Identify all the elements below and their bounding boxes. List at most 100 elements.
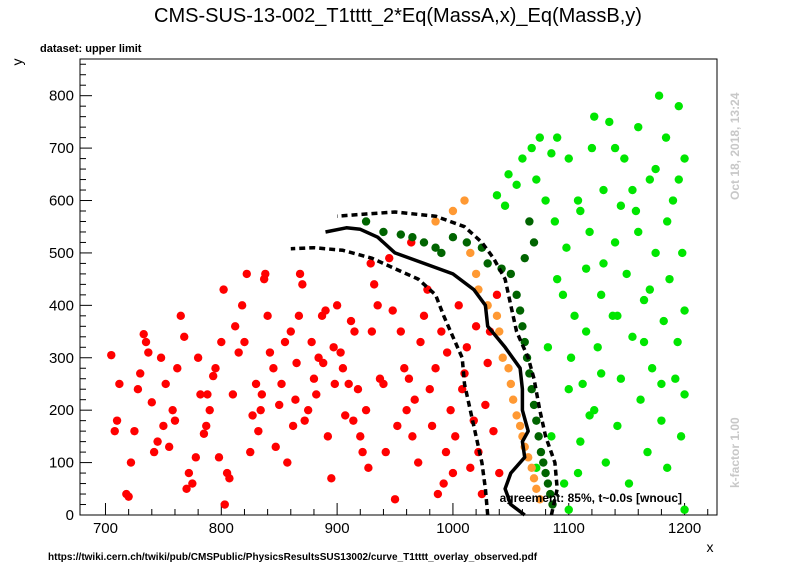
point-excluded xyxy=(495,468,504,478)
point-allowed-disagree xyxy=(419,238,429,247)
point-allowed xyxy=(628,185,637,195)
point-excluded xyxy=(338,364,348,373)
point-excluded xyxy=(402,405,411,415)
point-allowed xyxy=(570,311,579,321)
point-allowed-disagree xyxy=(506,269,516,279)
point-excluded xyxy=(191,453,201,462)
point-excluded xyxy=(346,316,356,326)
point-allowed xyxy=(581,327,591,336)
point-excluded xyxy=(170,416,180,425)
point-excluded xyxy=(124,492,133,501)
point-excluded xyxy=(271,442,280,452)
point-excluded-disagree xyxy=(506,379,516,389)
point-excluded xyxy=(130,426,139,436)
point-excluded xyxy=(373,301,382,310)
point-allowed xyxy=(559,479,569,488)
point-excluded xyxy=(228,390,238,399)
timestamp-text: Oct 18, 2018, 13:24 xyxy=(728,92,742,200)
x-tick-label: 1100 xyxy=(553,520,585,537)
point-excluded xyxy=(312,390,321,399)
point-allowed-disagree xyxy=(520,253,529,263)
point-allowed xyxy=(558,290,568,300)
point-allowed xyxy=(671,374,680,383)
chart-subtitle: dataset: upper limit xyxy=(40,43,142,55)
point-excluded xyxy=(141,337,151,347)
point-excluded xyxy=(203,390,212,399)
point-excluded xyxy=(136,369,145,378)
point-excluded xyxy=(211,364,220,373)
point-allowed xyxy=(566,353,576,362)
point-excluded xyxy=(349,416,358,425)
point-allowed-disagree xyxy=(525,217,534,226)
point-excluded xyxy=(448,468,458,478)
point-excluded xyxy=(180,332,189,341)
point-allowed xyxy=(581,264,591,273)
point-excluded xyxy=(225,474,234,483)
point-allowed xyxy=(564,505,573,514)
point-allowed-disagree xyxy=(462,238,472,247)
point-excluded xyxy=(112,416,122,425)
observed-limit-band-curve xyxy=(290,245,490,516)
point-allowed xyxy=(532,175,541,184)
point-excluded xyxy=(353,385,363,394)
point-excluded xyxy=(410,395,419,404)
y-tick-label: 700 xyxy=(49,140,74,157)
point-excluded-disagree xyxy=(471,269,481,279)
point-allowed xyxy=(639,295,649,305)
point-allowed xyxy=(552,274,562,284)
point-excluded xyxy=(219,285,228,294)
point-excluded xyxy=(441,447,451,457)
point-excluded xyxy=(184,468,194,478)
point-allowed xyxy=(661,133,671,142)
point-excluded xyxy=(364,463,373,473)
point-allowed xyxy=(585,227,594,237)
point-excluded xyxy=(442,348,452,357)
point-allowed xyxy=(500,201,510,210)
point-excluded xyxy=(295,269,305,279)
point-excluded xyxy=(217,337,226,347)
point-allowed xyxy=(550,217,560,226)
point-excluded xyxy=(115,379,124,389)
point-allowed xyxy=(634,227,643,237)
point-excluded xyxy=(466,463,475,473)
point-allowed xyxy=(620,154,629,163)
point-allowed xyxy=(659,316,668,326)
point-excluded xyxy=(251,379,261,389)
point-allowed xyxy=(593,343,602,352)
point-excluded xyxy=(256,405,265,415)
point-excluded xyxy=(182,484,191,493)
point-allowed xyxy=(645,175,655,184)
chart-title: CMS-SUS-13-002_T1tttt_2*Eq(MassA,x)_Eq(M… xyxy=(154,5,642,27)
point-excluded xyxy=(159,421,168,431)
point-allowed-disagree xyxy=(543,479,553,488)
point-excluded xyxy=(307,337,316,347)
point-excluded xyxy=(283,458,292,467)
point-allowed xyxy=(665,274,674,284)
x-tick-label: 800 xyxy=(209,520,234,537)
point-excluded xyxy=(196,390,205,399)
point-allowed xyxy=(651,248,660,258)
point-excluded xyxy=(344,379,353,389)
x-tick-label: 1200 xyxy=(668,520,701,537)
point-allowed xyxy=(631,206,641,216)
point-allowed-disagree xyxy=(437,248,446,258)
point-allowed xyxy=(645,285,655,294)
point-excluded xyxy=(173,364,182,373)
point-excluded xyxy=(481,400,490,410)
point-allowed xyxy=(587,143,597,153)
point-excluded xyxy=(246,447,255,457)
point-excluded xyxy=(431,364,440,373)
y-tick-label: 300 xyxy=(49,350,74,367)
point-allowed xyxy=(492,191,502,200)
point-excluded xyxy=(257,390,267,399)
point-allowed xyxy=(596,369,606,378)
point-allowed xyxy=(680,306,689,315)
point-allowed xyxy=(590,112,599,121)
point-excluded xyxy=(332,301,342,310)
point-excluded xyxy=(188,479,197,488)
point-allowed xyxy=(613,311,622,321)
point-excluded xyxy=(433,489,443,499)
point-excluded xyxy=(164,442,174,452)
point-excluded xyxy=(261,269,270,279)
